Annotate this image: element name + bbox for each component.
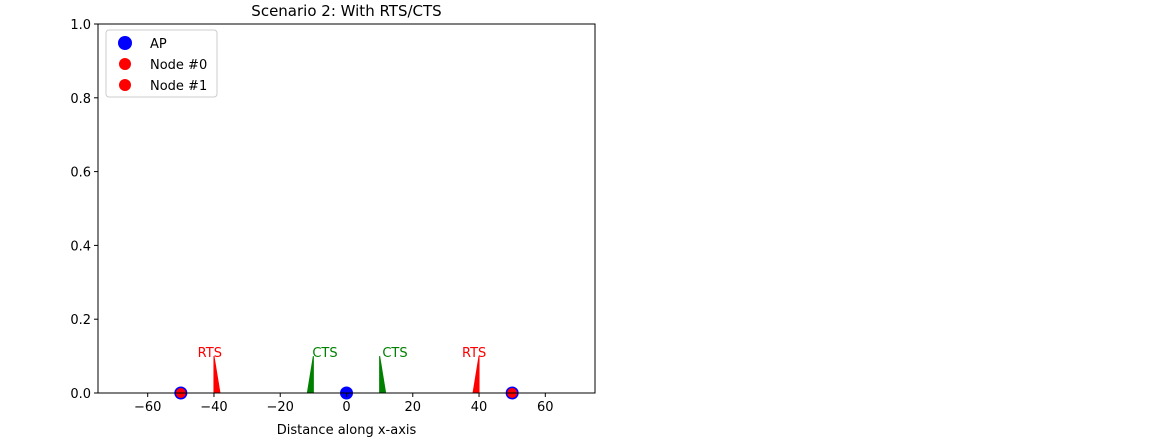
x-tick-label: 40 [471,400,488,415]
signal-label-rts: RTS [462,346,486,361]
y-tick-label: 0.6 [70,166,91,181]
y-tick-label: 0.0 [70,387,91,402]
signal-label-cts: CTS [382,346,407,361]
signal-label-rts: RTS [198,346,222,361]
chart-title: Scenario 2: With RTS/CTS [251,2,441,20]
signal-wedge-cts [306,356,347,394]
legend-marker [119,58,131,70]
axis-ticks: −60 −40 −20 0 20 40 60 0.0 0.2 0.4 0.6 0.8 1.0 [70,18,553,415]
x-tick-label: 20 [404,400,421,415]
y-tick-label: 0.8 [70,92,91,107]
plot-area: RTS CTS CTS RTS [174,346,519,400]
x-tick-label: 60 [537,400,554,415]
legend-box [105,29,218,98]
y-tick-label: 1.0 [70,18,91,33]
x-tick-label: −20 [267,400,294,415]
signal-wedge-cts [346,356,387,394]
x-tick-label: −60 [134,400,161,415]
legend-marker [118,36,132,50]
legend-label: Node #0 [150,58,207,73]
x-tick-label: 0 [342,400,350,415]
legend-label: Node #1 [150,79,207,94]
signal-wedge-rts [180,356,221,394]
x-tick-label: −40 [200,400,227,415]
signal-wedge-rts [472,356,513,394]
x-axis-label: Distance along x-axis [277,423,417,438]
legend-label: AP [150,37,167,52]
y-tick-label: 0.2 [70,313,91,328]
y-tick-label: 0.4 [70,239,91,254]
legend: AP Node #0 Node #1 [105,29,218,98]
legend-marker [119,79,131,91]
signal-label-cts: CTS [312,346,337,361]
